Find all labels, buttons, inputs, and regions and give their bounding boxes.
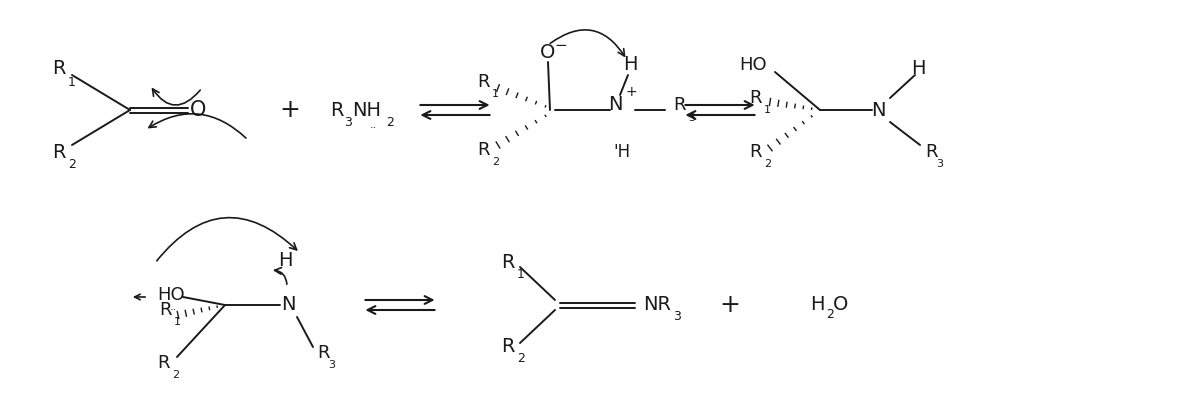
Text: O: O: [833, 296, 849, 314]
Text: ··: ··: [169, 305, 176, 315]
Text: 2: 2: [173, 370, 180, 380]
Text: 3: 3: [688, 113, 695, 123]
Text: 1: 1: [174, 317, 181, 327]
Text: 3: 3: [673, 311, 681, 324]
Text: 2: 2: [764, 159, 771, 169]
Text: 3: 3: [344, 115, 352, 128]
Text: NH: NH: [352, 100, 381, 120]
Text: +: +: [280, 98, 300, 122]
Text: R: R: [749, 89, 762, 107]
Text: HO: HO: [740, 56, 767, 74]
Text: R: R: [330, 100, 344, 120]
Text: 2: 2: [387, 115, 394, 128]
Text: H: H: [623, 56, 637, 74]
Text: R: R: [52, 59, 65, 77]
Text: 2: 2: [826, 308, 833, 321]
Text: R: R: [52, 143, 65, 161]
Text: 1: 1: [69, 76, 76, 89]
Text: O: O: [540, 43, 556, 61]
Text: +: +: [625, 85, 637, 99]
Text: N: N: [871, 100, 885, 120]
Text: N: N: [608, 95, 622, 115]
Text: R: R: [317, 344, 330, 362]
Text: 1: 1: [492, 89, 499, 99]
Text: 1: 1: [764, 105, 771, 115]
Text: R: R: [478, 73, 491, 91]
Text: R: R: [673, 96, 686, 114]
Text: H: H: [810, 296, 825, 314]
Text: H: H: [911, 59, 926, 77]
Text: R: R: [478, 141, 491, 159]
Text: O: O: [190, 100, 206, 120]
Text: ··: ··: [369, 123, 377, 133]
Text: R: R: [749, 143, 762, 161]
Text: R: R: [160, 301, 173, 319]
Text: 2: 2: [517, 352, 525, 365]
Text: −: −: [554, 38, 567, 53]
Text: 'H: 'H: [613, 143, 630, 161]
Text: N: N: [281, 296, 296, 314]
Text: NR: NR: [643, 296, 671, 314]
Text: HO: HO: [157, 286, 184, 304]
Text: R: R: [501, 253, 515, 273]
Text: 3: 3: [936, 159, 943, 169]
Text: R: R: [926, 143, 937, 161]
Text: 2: 2: [69, 158, 76, 171]
Text: H: H: [278, 250, 292, 270]
Text: R: R: [501, 337, 515, 357]
Text: 2: 2: [492, 157, 499, 167]
Text: 1: 1: [517, 268, 525, 281]
Text: R: R: [157, 354, 170, 372]
Text: 3: 3: [329, 360, 336, 370]
Text: +: +: [720, 293, 740, 317]
